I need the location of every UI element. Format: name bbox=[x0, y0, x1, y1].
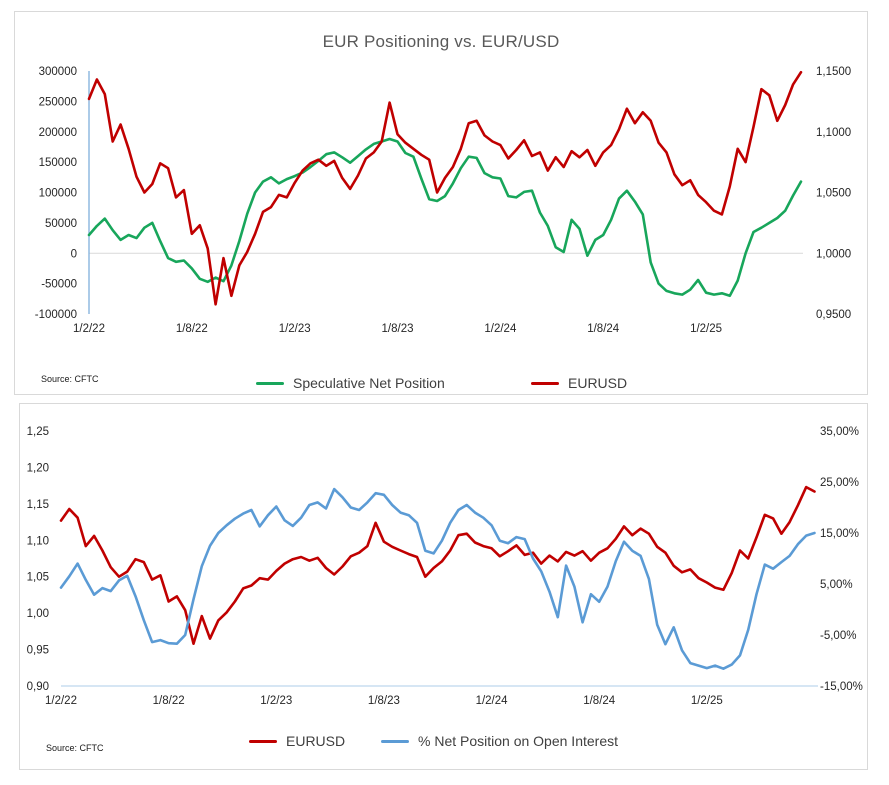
left-axis-tick-label: 0 bbox=[71, 248, 77, 260]
speculative-net-position-line bbox=[87, 137, 803, 298]
right-axis-tick-label: 5,00% bbox=[820, 579, 853, 591]
legend-line-icon-eurusd-top bbox=[531, 382, 559, 385]
x-axis-tick-label: 1/8/23 bbox=[382, 323, 414, 335]
left-axis-tick-label: 1,05 bbox=[27, 572, 49, 584]
left-axis-tick-label: 1,10 bbox=[27, 535, 49, 547]
legend-label-eurusd-top: EURUSD bbox=[568, 375, 628, 391]
left-axis-tick-label: 100000 bbox=[39, 188, 77, 200]
left-axis-tick-label: 250000 bbox=[39, 96, 77, 108]
x-axis-tick-label: 1/2/22 bbox=[73, 323, 105, 335]
left-axis-tick-label: 1,00 bbox=[27, 608, 49, 620]
x-axis-tick-label: 1/8/23 bbox=[368, 695, 400, 707]
eurusd-vs-pct-open-interest-chart: 1,25 1,20 1,15 1,10 1,05 1,00 0,95 0,90 35,00% 25… bbox=[27, 426, 863, 707]
x-axis-tick-label: 1/2/25 bbox=[690, 323, 722, 335]
legend-line-icon-pct-net-position bbox=[381, 740, 409, 743]
right-axis-tick-label: 15,00% bbox=[820, 528, 859, 540]
eurusd-line bbox=[87, 70, 803, 306]
x-axis-tick-label: 1/2/25 bbox=[691, 695, 723, 707]
left-axis-tick-label: -50000 bbox=[41, 279, 77, 291]
x-axis-tick-label: 1/2/23 bbox=[279, 323, 311, 335]
x-axis-tick-label: 1/2/24 bbox=[476, 695, 509, 707]
left-axis-tick-label: 1,25 bbox=[27, 426, 49, 438]
left-axis-tick-label: 0,90 bbox=[27, 681, 49, 693]
left-axis-tick-label: 1,20 bbox=[27, 462, 49, 474]
right-axis-tick-label: 1,0500 bbox=[816, 188, 851, 200]
right-axis-tick-label: 1,0000 bbox=[816, 248, 851, 260]
legend-line-icon-eurusd-bottom bbox=[249, 740, 277, 743]
right-axis-tick-label: 35,00% bbox=[820, 426, 859, 438]
bottom-chart-panel: 1,25 1,20 1,15 1,10 1,05 1,00 0,95 0,90 35,00% 25… bbox=[19, 403, 868, 770]
source-note-bottom: Source: CFTC bbox=[46, 743, 104, 753]
x-axis-tick-label: 1/8/24 bbox=[587, 323, 620, 335]
x-axis-tick-label: 1/2/23 bbox=[260, 695, 292, 707]
right-axis-tick-label: 1,1000 bbox=[816, 127, 851, 139]
top-chart-panel: EUR Positioning vs. EUR/USD 300000 250000… bbox=[14, 11, 868, 395]
right-axis-tick-label: -5,00% bbox=[820, 630, 856, 642]
top-chart-title: EUR Positioning vs. EUR/USD bbox=[322, 32, 560, 51]
right-axis-tick-label: -15,00% bbox=[820, 681, 863, 693]
left-axis-tick-label: 1,15 bbox=[27, 499, 49, 511]
legend-label-speculative-net-position: Speculative Net Position bbox=[293, 375, 445, 391]
legend-label-pct-net-position: % Net Position on Open Interest bbox=[418, 733, 618, 749]
left-axis-tick-label: 150000 bbox=[39, 157, 77, 169]
x-axis-tick-label: 1/8/22 bbox=[176, 323, 208, 335]
right-axis-tick-label: 1,1500 bbox=[816, 66, 851, 78]
x-axis-tick-label: 1/2/22 bbox=[45, 695, 77, 707]
right-axis-tick-label: 25,00% bbox=[820, 477, 859, 489]
left-axis-tick-label: 300000 bbox=[39, 66, 77, 78]
x-axis-tick-label: 1/2/24 bbox=[484, 323, 517, 335]
eurusd-line bbox=[59, 485, 816, 645]
right-axis-tick-label: 0,9500 bbox=[816, 309, 851, 321]
left-axis-tick-label: 0,95 bbox=[27, 645, 49, 657]
left-axis-tick-label: 200000 bbox=[39, 127, 77, 139]
left-axis-tick-label: -100000 bbox=[35, 309, 77, 321]
positioning-vs-eurusd-chart: 300000 250000 200000 150000 100000 50000 0 -500… bbox=[35, 66, 851, 335]
source-note-top: Source: CFTC bbox=[41, 374, 99, 384]
legend-line-icon-speculative-net-position bbox=[256, 382, 284, 385]
legend-label-eurusd-bottom: EURUSD bbox=[286, 733, 346, 749]
x-axis-tick-label: 1/8/22 bbox=[153, 695, 185, 707]
-net-position-on-open-interest-line bbox=[59, 487, 816, 671]
x-axis-tick-label: 1/8/24 bbox=[583, 695, 616, 707]
left-axis-tick-label: 50000 bbox=[45, 218, 77, 230]
